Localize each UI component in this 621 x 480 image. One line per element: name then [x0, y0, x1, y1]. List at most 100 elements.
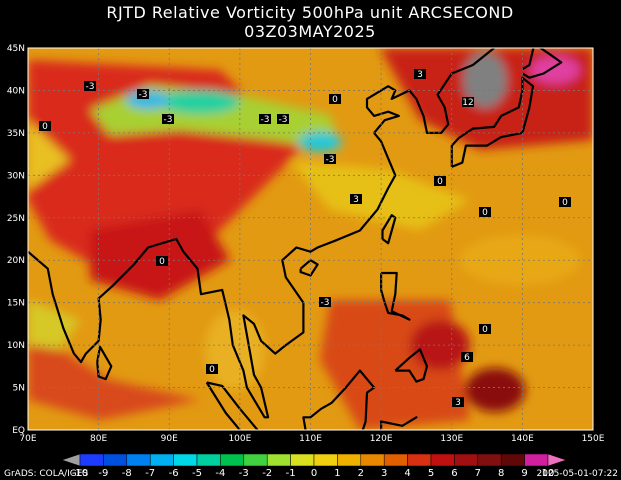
colorbar-tick-label: 10 [542, 468, 555, 479]
colorbar-tick-label: -7 [145, 468, 155, 479]
colorbar-swatch [290, 453, 315, 467]
colorbar-swatch [313, 453, 338, 467]
colorbar-swatch [79, 453, 104, 467]
colorbar-swatch [149, 453, 174, 467]
colorbar-swatch [126, 453, 151, 467]
colorbar-tick-label: 7 [475, 468, 481, 479]
contour-label-box [461, 352, 473, 362]
footer-credit: GrADS: COLA/IGES [4, 469, 88, 479]
lat-tick-label: 15N [7, 299, 25, 309]
lon-tick-label: 70E [19, 434, 36, 444]
contour-label: -3 [261, 115, 270, 125]
lon-tick-label: 130E [440, 434, 463, 444]
contour-label-box [479, 324, 491, 334]
lon-tick-label: 90E [161, 434, 178, 444]
colorbar-high-end [547, 453, 567, 467]
plot-frame [27, 47, 594, 431]
contour-label: -3 [86, 82, 95, 92]
colorbar-tick-label: -3 [239, 468, 249, 479]
colorbar-tick-label: 4 [404, 468, 410, 479]
contour-label: 3 [455, 398, 461, 408]
colorbar-tick-label: -9 [98, 468, 108, 479]
colorbar-tick-label: 5 [428, 468, 434, 479]
contour-label-box [162, 114, 174, 124]
contour-label-box [277, 114, 289, 124]
colorbar-swatch [477, 453, 502, 467]
coastline [380, 416, 418, 430]
lon-tick-label: 110E [299, 434, 322, 444]
contour-label-box [324, 154, 336, 164]
colorbar-swatch [196, 453, 221, 467]
colorbar-tick-label: 8 [498, 468, 504, 479]
colorbar-tick-label: 2 [358, 468, 364, 479]
contour-label: -3 [321, 298, 330, 308]
contour-label: 0 [209, 365, 215, 375]
colorbar-tick-label: 0 [311, 468, 317, 479]
colorbar-swatch [407, 453, 432, 467]
lat-tick-label: 30N [7, 171, 25, 181]
colorbar-swatch [500, 453, 525, 467]
contour-label-box [156, 256, 168, 266]
contour-label: 0 [42, 122, 48, 132]
colorbar-swatch [383, 453, 408, 467]
contour-label-box [350, 194, 362, 204]
contour-label-box [84, 81, 96, 91]
contour-label-box [39, 121, 51, 131]
coastline [302, 369, 376, 430]
map-title: RJTD Relative Vorticity 500hPa unit ARCS… [106, 3, 513, 22]
lat-tick-label: 25N [7, 214, 25, 224]
contour-label-box [259, 114, 271, 124]
colorbar-swatch [430, 453, 455, 467]
contour-label-box [414, 69, 426, 79]
colorbar: -10 -9 -8 -7 -6 -5 -4 -3 -2 -1 0 1 2 3 4 5 6 7 8 9 10 [61, 453, 567, 479]
contour-label-box [137, 89, 149, 99]
map-subtitle: 03Z03MAY2025 [244, 22, 376, 41]
colorbar-tick-label: -8 [122, 468, 132, 479]
colorbar-tick-label: -1 [286, 468, 296, 479]
lon-tick-label: 140E [511, 434, 534, 444]
colorbar-tick-label: -10 [72, 468, 88, 479]
lat-tick-label: 35N [7, 129, 25, 139]
contour-label: 0 [482, 208, 488, 218]
colorbar-swatch [360, 453, 385, 467]
coastline [394, 348, 429, 383]
coastline [381, 214, 397, 245]
colorbar-tick-label: 3 [381, 468, 387, 479]
contour-label: 3 [417, 70, 423, 80]
colorbar-swatch [243, 453, 268, 467]
colorbar-swatch [454, 453, 479, 467]
contour-label: 3 [353, 195, 359, 205]
contour-label-box [452, 397, 464, 407]
contour-label: -3 [279, 115, 288, 125]
lat-tick-label: 10N [7, 341, 25, 351]
lat-tick-label: 45N [7, 44, 25, 54]
contour-label: -3 [164, 115, 173, 125]
colorbar-tick-label: -2 [262, 468, 272, 479]
colorbar-tick-label: 1 [334, 468, 340, 479]
contour-label: 12 [462, 98, 473, 108]
contour-label-box [559, 197, 571, 207]
lat-tick-label: 5N [13, 384, 25, 394]
lon-tick-label: 80E [90, 434, 107, 444]
colorbar-swatch [220, 453, 245, 467]
lon-tick-label: 100E [228, 434, 251, 444]
contour-label-box [434, 176, 446, 186]
lat-tick-label: 40N [7, 86, 25, 96]
colorbar-swatch [524, 453, 549, 467]
contour-label: 0 [562, 198, 568, 208]
contour-label: 0 [159, 257, 165, 267]
coastline [380, 271, 411, 321]
contour-label: -3 [139, 90, 148, 100]
coastline [521, 48, 563, 79]
colorbar-tick-label: -6 [169, 468, 179, 479]
contour-label: 0 [437, 177, 443, 187]
lat-tick-label: EQ [12, 426, 25, 436]
colorbar-tick-label: 6 [451, 468, 457, 479]
contour-label: 0 [332, 95, 338, 105]
colorbar-swatch [173, 453, 198, 467]
contour-label-box [206, 364, 218, 374]
contour-label: 0 [482, 325, 488, 335]
contour-label-box [329, 94, 341, 104]
contour-label-box [319, 297, 331, 307]
